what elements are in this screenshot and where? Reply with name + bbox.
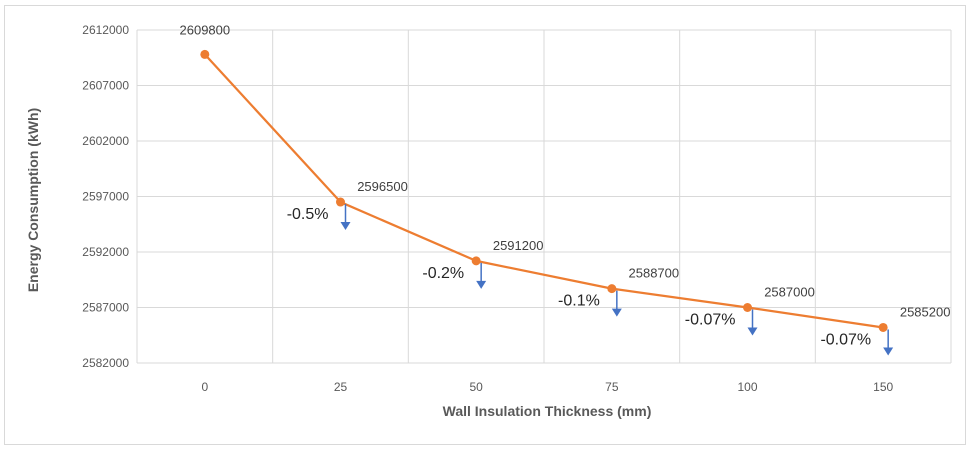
line-chart: 2582000 2587000 2592000 2597000 2602000 26070…: [25, 22, 952, 419]
y-tick-label: 2602000: [82, 134, 129, 148]
y-tick-label: 2612000: [82, 23, 129, 37]
arrowhead-icon: [883, 347, 894, 356]
y-tick-label: 2607000: [82, 79, 129, 93]
data-point: [878, 322, 888, 332]
y-tick-label: 2597000: [82, 190, 129, 204]
percent-change-label: -0.07%: [820, 331, 871, 348]
x-tick-label: 0: [201, 380, 208, 394]
data-point: [336, 197, 345, 207]
gridlines: [136, 29, 952, 364]
data-point: [743, 303, 752, 312]
chart-frame: 2582000 2587000 2592000 2597000 2602000 26070…: [4, 5, 966, 445]
percent-change-label: -0.07%: [685, 312, 736, 329]
series-line-path: [204, 53, 884, 329]
data-label: 2609800: [180, 22, 231, 37]
data-point: [607, 284, 617, 294]
percent-change-label: -0.1%: [558, 293, 600, 310]
x-tick-label: 75: [605, 380, 619, 394]
x-axis-ticks: 0 25 50 75 100 150: [201, 380, 893, 394]
data-label: 2591200: [493, 238, 544, 253]
data-points: [200, 49, 888, 332]
percent-change-label: -0.5%: [287, 206, 329, 223]
data-label: 2587000: [764, 285, 815, 300]
arrowhead-icon: [611, 308, 622, 317]
y-tick-label: 2582000: [82, 356, 129, 370]
data-point: [200, 49, 210, 59]
y-tick-label: 2587000: [82, 301, 129, 315]
percent-change-label: -0.2%: [422, 265, 464, 282]
data-label: 2596500: [357, 179, 408, 194]
arrowhead-icon: [747, 327, 758, 336]
data-labels: 2609800 2596500 2591200 2588700 2587000 25852…: [180, 22, 951, 319]
y-axis-title: Energy Consumption (kWh): [25, 108, 41, 292]
data-label: 2585200: [900, 304, 951, 319]
x-tick-label: 50: [469, 380, 483, 394]
arrowhead-icon: [476, 280, 487, 289]
x-tick-label: 25: [334, 380, 348, 394]
data-label: 2588700: [629, 266, 680, 281]
y-axis-ticks: 2582000 2587000 2592000 2597000 2602000 26070…: [82, 23, 129, 370]
x-tick-label: 150: [873, 380, 893, 394]
series-line: [204, 53, 884, 329]
percent-annotations: -0.5% -0.2% -0.1% -0.07% -0.07%: [287, 204, 894, 356]
arrowhead-icon: [340, 222, 351, 231]
x-axis-title: Wall Insulation Thickness (mm): [443, 403, 652, 419]
y-tick-label: 2592000: [82, 245, 129, 259]
x-tick-label: 100: [737, 380, 757, 394]
data-point: [471, 256, 481, 266]
